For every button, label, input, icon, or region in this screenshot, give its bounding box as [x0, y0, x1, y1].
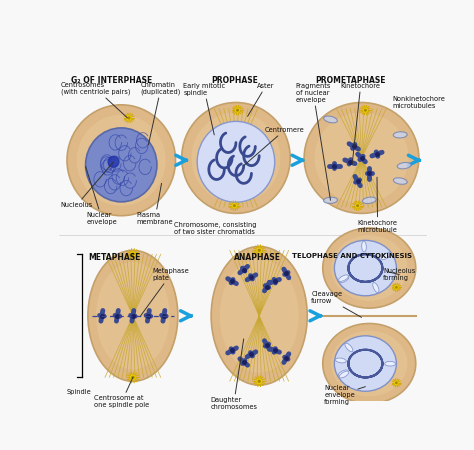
- Text: Chromatin
(duplicated): Chromatin (duplicated): [141, 82, 181, 145]
- Ellipse shape: [338, 370, 348, 376]
- Circle shape: [395, 381, 398, 384]
- Circle shape: [236, 108, 239, 112]
- Text: Nonkinetochore
microtubules: Nonkinetochore microtubules: [392, 96, 446, 109]
- Ellipse shape: [334, 240, 396, 296]
- Ellipse shape: [88, 250, 178, 381]
- Circle shape: [365, 109, 366, 111]
- Circle shape: [127, 116, 131, 120]
- Circle shape: [356, 204, 359, 207]
- Ellipse shape: [397, 162, 411, 169]
- Text: Centromere: Centromere: [244, 127, 304, 166]
- Ellipse shape: [339, 371, 349, 378]
- Text: Fragments
of nuclear
envelope: Fragments of nuclear envelope: [296, 83, 331, 200]
- Ellipse shape: [393, 178, 407, 184]
- Text: Cleavage
furrow: Cleavage furrow: [311, 291, 362, 317]
- Circle shape: [128, 117, 130, 119]
- Text: ANAPHASE: ANAPHASE: [235, 252, 282, 261]
- Text: Centrosome at
one spindle pole: Centrosome at one spindle pole: [94, 378, 149, 408]
- Text: Nucleolus
forming: Nucleolus forming: [383, 268, 415, 281]
- Text: METAPHASE: METAPHASE: [88, 252, 140, 261]
- Ellipse shape: [304, 103, 419, 213]
- Text: Kinetochore: Kinetochore: [341, 83, 381, 164]
- Ellipse shape: [323, 228, 416, 308]
- Text: G₂ OF INTERPHASE: G₂ OF INTERPHASE: [71, 76, 152, 85]
- Circle shape: [396, 287, 397, 288]
- Ellipse shape: [324, 116, 337, 123]
- Circle shape: [258, 380, 260, 382]
- Text: Early mitotic
spindle: Early mitotic spindle: [183, 83, 225, 135]
- Circle shape: [237, 109, 238, 111]
- Text: Nuclear
envelope
forming: Nuclear envelope forming: [324, 385, 365, 405]
- Text: Daughter
chromosomes: Daughter chromosomes: [210, 339, 257, 410]
- Text: Nucleolus: Nucleolus: [61, 162, 113, 208]
- Circle shape: [395, 286, 398, 289]
- Text: PROMETAPHASE: PROMETAPHASE: [315, 76, 385, 85]
- Circle shape: [257, 379, 261, 383]
- Ellipse shape: [331, 235, 407, 301]
- Ellipse shape: [331, 331, 407, 396]
- Text: Centrosomes
(with centriole pairs): Centrosomes (with centriole pairs): [61, 82, 130, 118]
- Ellipse shape: [67, 105, 175, 216]
- Ellipse shape: [323, 324, 416, 404]
- Circle shape: [233, 204, 237, 207]
- Circle shape: [234, 205, 235, 207]
- Ellipse shape: [191, 112, 281, 203]
- Ellipse shape: [393, 132, 407, 138]
- Circle shape: [131, 375, 135, 379]
- Ellipse shape: [345, 343, 353, 352]
- Text: Chromosome, consisting
of two sister chromatids: Chromosome, consisting of two sister chr…: [174, 222, 256, 235]
- Text: Metaphase
plate: Metaphase plate: [141, 268, 189, 316]
- Ellipse shape: [338, 275, 348, 281]
- Ellipse shape: [182, 103, 290, 213]
- Circle shape: [132, 253, 134, 255]
- Ellipse shape: [385, 361, 396, 366]
- Ellipse shape: [77, 115, 166, 206]
- Ellipse shape: [362, 197, 376, 203]
- Ellipse shape: [373, 283, 379, 293]
- Ellipse shape: [336, 358, 346, 363]
- Ellipse shape: [362, 241, 366, 252]
- Circle shape: [108, 157, 119, 167]
- Circle shape: [396, 382, 397, 383]
- Ellipse shape: [197, 122, 275, 202]
- Circle shape: [131, 252, 135, 256]
- Text: Nuclear
envelope: Nuclear envelope: [86, 166, 117, 225]
- Ellipse shape: [314, 112, 409, 203]
- Ellipse shape: [86, 128, 157, 202]
- Circle shape: [364, 108, 367, 112]
- Ellipse shape: [339, 276, 349, 283]
- Circle shape: [258, 249, 260, 251]
- Ellipse shape: [220, 259, 299, 373]
- Circle shape: [132, 377, 134, 378]
- Circle shape: [357, 205, 358, 207]
- Text: Aster: Aster: [247, 83, 274, 117]
- Ellipse shape: [334, 336, 396, 391]
- Ellipse shape: [96, 262, 170, 369]
- Ellipse shape: [211, 247, 307, 385]
- Text: PROPHASE: PROPHASE: [211, 76, 258, 85]
- Ellipse shape: [324, 197, 337, 203]
- Text: Kinetochore
microtubule: Kinetochore microtubule: [357, 177, 398, 233]
- Text: Spindle: Spindle: [66, 389, 91, 395]
- Ellipse shape: [381, 252, 391, 260]
- Text: TELOPHASE AND CYTOKINESIS: TELOPHASE AND CYTOKINESIS: [292, 252, 412, 259]
- Text: Plasma
membrane: Plasma membrane: [137, 183, 173, 225]
- Circle shape: [257, 248, 261, 252]
